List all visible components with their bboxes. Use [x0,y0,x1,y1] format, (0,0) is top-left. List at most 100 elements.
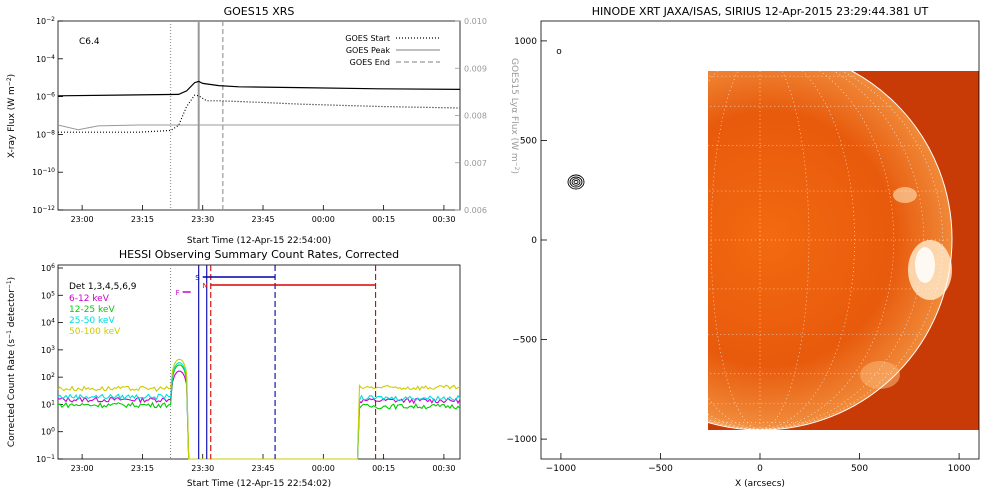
hessi-plot-frame [57,264,461,460]
hessi-legend-label: 6-12 keV [69,294,110,304]
goes-panel: GOES15 XRS 23:00 23:15 23:30 23:45 00:00 00:1… [6,5,520,246]
contour-1 [567,174,585,190]
hessi-y-tick-label: 106 [41,263,55,273]
goes-x-tick-label: 00:15 [372,215,395,224]
goes-x-tick-label: 23:30 [191,215,214,224]
xrt-image [708,71,953,430]
goes-series [57,80,461,133]
hessi-series-50-100-kev [57,358,461,460]
active-region-core [915,247,935,283]
goes-y-tick-label: 10−12 [32,205,55,215]
hessi-x-tick-label: 00:00 [312,464,335,473]
hessi-y-tick-label: 100 [41,427,55,437]
goes-plot-frame [57,20,461,211]
solar-limb [708,71,953,430]
goes-y2-tick-label: 0.009 [464,64,487,73]
hessi-detectors-label: Det 1,3,4,5,6,9 [69,282,137,292]
goes-x-tick-label: 23:00 [71,215,94,224]
xrt-y-tick-label: 0 [531,236,537,246]
longitude-line [759,71,944,430]
goes-y2-ticks: 0.010 0.009 0.008 0.007 0.006 [455,17,487,215]
hessi-title: HESSI Observing Summary Count Rates, Cor… [119,248,399,261]
goes-y2-tick-label: 0.008 [464,112,487,121]
goes-y2label: GOES15 Lyα Flux (W m−2) [509,58,520,174]
goes-x-ticks: 23:00 23:15 23:30 23:45 00:00 00:15 00:30 [71,205,455,224]
goes-xlabel: Start Time (12-Apr-15 22:54:00) [187,236,331,246]
hessi-x-tick-label: 23:15 [131,464,154,473]
xrt-y-tick-label: 1000 [514,37,537,47]
contour-2 [569,176,583,188]
goes-series-long [57,80,461,97]
goes-y-tick-label: 10−4 [36,54,55,64]
contour-4 [573,179,579,185]
goes-y-ticks: 10−2 10−4 10−6 10−8 10−10 10−12 [32,16,63,215]
goes-y-tick-label: 10−6 [36,92,55,102]
goes-title: GOES15 XRS [224,5,295,18]
xrt-x-tick-label: −1000 [546,464,577,474]
hessi-y-tick-label: 10−1 [36,454,55,464]
hessi-y-ticks: 106 105 104 103 102 101 100 10−1 [36,263,63,464]
goes-ylabel: X-ray Flux (W m−2) [6,74,17,158]
longitude-line [759,71,810,430]
solar-grid [708,71,950,430]
xrt-x-tick-label: −500 [648,464,673,474]
longitude-line [759,71,855,430]
hessi-legend-label: 50-100 keV [69,327,121,337]
goes-legend-label: GOES End [350,58,390,67]
xrt-y-tick-label: −1000 [507,435,538,445]
solar-disk [708,71,952,430]
goes-y-tick-label: 10−10 [32,167,55,177]
goes-y-tick-label: 10−8 [36,129,55,139]
hessi-legend-label: 25-50 keV [69,316,115,326]
hessi-y-tick-label: 105 [41,290,55,300]
goes-legend-label: GOES Peak [346,46,391,55]
goes-x-tick-label: 00:30 [432,215,455,224]
hessi-series-6-12-kev [57,370,461,460]
xrt-x-tick-label: 1000 [948,464,971,474]
hessi-x-tick-label: 23:30 [191,464,214,473]
hessi-y-tick-label: 104 [41,318,55,328]
hessi-series-25-50-kev [57,362,461,460]
xrt-title: HINODE XRT JAXA/ISAS, SIRIUS 12-Apr-2015… [592,5,929,18]
hessi-series-12-25-kev [57,364,461,460]
hessi-contours [567,174,585,190]
goes-flare-class: C6.4 [79,37,100,47]
goes-y2-tick-label: 0.010 [464,17,487,26]
bright-patch-south [860,361,900,389]
goes-y2-tick-label: 0.006 [464,206,487,215]
hessi-x-tick-label: 23:45 [251,464,274,473]
hessi-xlabel: Start Time (12-Apr-15 22:54:02) [187,479,331,489]
hessi-y-tick-label: 101 [41,399,55,409]
hessi-x-tick-label: 00:30 [432,464,455,473]
xrt-y-tick-label: −500 [512,336,537,346]
goes-x-tick-label: 23:45 [251,215,274,224]
goes-legend-label: GOES Start [345,34,390,43]
xrt-marker-label: o [556,47,562,57]
xrt-xlabel: X (arcsecs) [735,479,785,489]
hessi-y-tick-label: 103 [41,345,55,355]
xrt-y-ticks: 1000 500 0 −500 −1000 [507,37,547,445]
xrt-panel: HINODE XRT JAXA/ISAS, SIRIUS 12-Apr-2015… [507,5,980,489]
hessi-x-tick-label: 00:15 [372,464,395,473]
goes-y2-tick-label: 0.007 [464,159,487,168]
goes-y-tick-label: 10−2 [36,16,55,26]
bright-patch [893,187,917,203]
hessi-y-tick-label: 102 [41,372,55,382]
hessi-x-tick-label: 23:00 [71,464,94,473]
goes-series-ly- [57,124,460,131]
hessi-panel: HESSI Observing Summary Count Rates, Cor… [6,248,461,489]
goes-legend: GOES Start GOES Peak GOES End [345,34,440,67]
goes-series-short [58,94,461,133]
hessi-markers [170,265,377,459]
xrt-x-tick-label: 500 [851,464,868,474]
hessi-x-ticks: 23:00 23:15 23:30 23:45 00:00 00:15 00:30 [71,454,455,473]
xrt-y-tick-label: 500 [520,136,537,146]
hessi-ylabel: Corrected Count Rate (s−1 detector−1) [6,277,17,447]
xrt-x-tick-label: 0 [757,464,763,474]
hessi-flags: SN F [176,274,376,297]
longitude-line [710,71,761,430]
hessi-flag-label-s: S [195,274,200,282]
hessi-flag-label-f: F [176,289,180,297]
